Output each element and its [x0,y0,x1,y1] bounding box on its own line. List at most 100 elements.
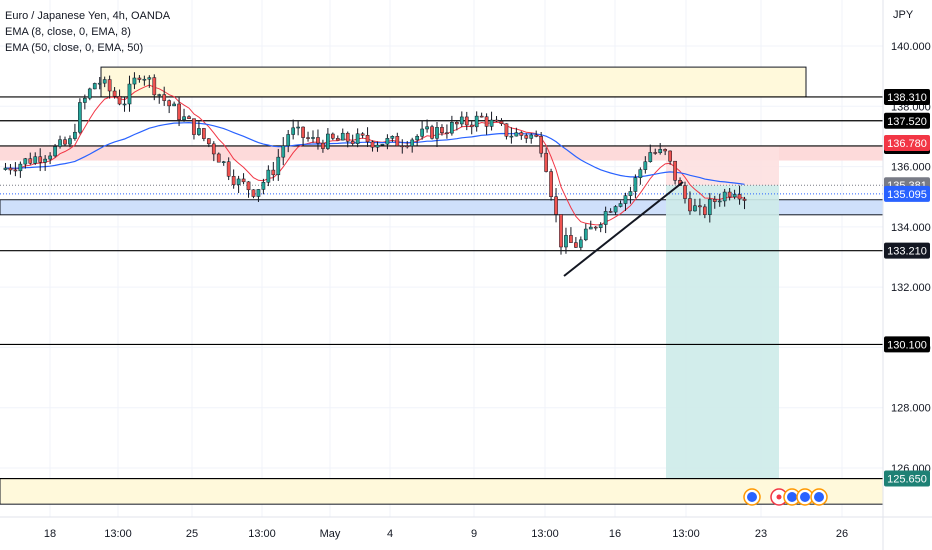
candle-body [291,127,296,135]
event-marker-icon [776,494,782,500]
candle-body [33,156,38,164]
price-marker-label: 125.650 [887,474,927,486]
candle-body [87,88,92,99]
candle-body [524,135,529,139]
price-marker-box [884,88,930,105]
candle-body [683,185,687,199]
candle-body [608,211,613,213]
take-profit-area [666,185,779,479]
candle-body [722,191,727,202]
candle-body [385,138,390,145]
candle-body [623,195,628,204]
candle-body [375,144,380,148]
candle-body [117,95,122,105]
candle-body [192,118,196,135]
candle-body [221,161,226,163]
ema-slow-line [5,121,745,185]
candle-body [390,136,395,139]
zone-resistance [0,145,883,161]
candle-body [48,155,52,160]
candle-body [484,116,489,127]
candle-body [559,214,563,248]
time-tick-label: 26 [836,528,848,540]
candle-body [335,138,340,141]
candle-body [499,120,504,124]
candle-body [459,116,464,125]
candle-body [633,177,638,192]
candle-body [276,156,281,176]
candle-body [469,124,474,128]
chart-legend: Euro / Japanese Yen, 4h, OANDA EMA (8, c… [5,8,170,56]
candle-body [613,206,618,213]
price-marker-label: 136.780 [887,138,927,150]
candle-body [668,150,672,162]
trendline [563,181,684,277]
candle-body [648,152,653,162]
candle-body [663,149,668,152]
price-marker-label: 138.310 [887,92,927,104]
candle-body [365,135,370,143]
candle-body [360,133,365,136]
candle-body [742,198,747,201]
candle-body [425,126,429,130]
price-marker-box [884,242,930,259]
event-marker-icon [800,492,810,502]
event-marker-icon [747,492,757,502]
candle-body [593,226,598,229]
candle-body [712,199,717,202]
time-tick-label: May [320,528,341,540]
candle-body [569,235,573,243]
candle-body [202,128,206,139]
candle-body [38,156,43,163]
candle-body [727,191,732,198]
candle-body [316,137,320,144]
candle-body [23,158,28,165]
candle-body [653,152,658,154]
candle-body [643,161,648,170]
ema-fast-label[interactable]: EMA (8, close, 0, EMA, 8) [5,26,131,38]
price-tick-label: 132.000 [891,282,931,294]
candle-body [534,134,539,137]
candle-body [454,121,459,125]
ema-slow-label[interactable]: EMA (50, close, 0, EMA, 50) [5,42,144,54]
candle-body [445,132,449,134]
candle-body [142,78,147,81]
candle-body [266,169,271,183]
candle-body [246,181,251,191]
candle-body [216,153,221,163]
candle-body [3,167,8,170]
candle-body [68,138,72,145]
candle-body [588,226,593,230]
symbol-title[interactable]: Euro / Japanese Yen, 4h, OANDA [5,10,171,22]
candle-body [450,121,454,134]
candle-body [206,138,211,145]
time-tick-label: 23 [755,528,767,540]
candle-body [127,83,132,105]
candle-body [311,137,315,139]
candle-body [410,139,415,147]
trendlines [563,181,684,277]
zones [0,66,884,505]
event-marker-icon [787,492,797,502]
candle-body [420,128,424,137]
candle-body [301,126,305,138]
candle-body [236,178,241,185]
candle-body [474,115,479,128]
candle-body [122,103,127,106]
candle-body [321,142,325,149]
currency-label: JPY [893,9,914,21]
candle-body [539,136,544,154]
candle-body [147,77,152,80]
price-tick-label: 140.000 [891,41,931,53]
candle-body [271,169,276,176]
candle-body [8,167,13,171]
price-tick-label: 134.000 [891,222,931,234]
price-markers: 138.310137.520136.684130.100136.780135.3… [884,88,930,487]
price-marker-label: 137.520 [887,116,927,128]
candle-body [370,141,375,148]
time-tick-label: 13:00 [531,528,559,540]
time-tick-label: 13:00 [672,528,700,540]
candle-body [18,163,23,172]
candle-body [564,235,568,248]
